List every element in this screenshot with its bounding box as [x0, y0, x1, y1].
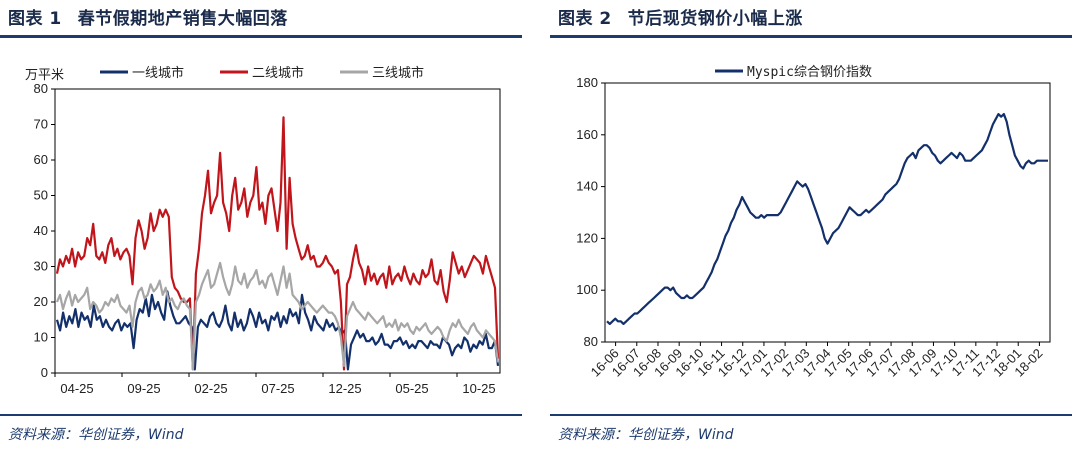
figure-1-panel: 图表 1 春节假期地产销售大幅回落 0 10 20 30 40 50 60 70 80 万平米 04-… [0, 0, 530, 450]
figure-1-title: 图表 1 春节假期地产销售大幅回落 [8, 4, 288, 29]
series-line-1 [55, 116, 500, 371]
figure-1-number: 图表 1 [8, 9, 62, 29]
figure-2-title: 图表 2 节后现货钢价小幅上涨 [558, 4, 803, 29]
x-tick-label: 05-25 [395, 381, 428, 396]
x-tick-label: 02-25 [194, 381, 227, 396]
y-tick-label: 0 [41, 365, 48, 380]
x-tick-label: 12-25 [328, 381, 361, 396]
y-tick-label: 160 [576, 127, 598, 142]
figure-1-title-text: 春节假期地产销售大幅回落 [77, 9, 288, 29]
y-tick-label: 20 [34, 294, 48, 309]
figure-1-source: 资料来源：华创证券，Wind [8, 427, 184, 443]
y-tick-label: 140 [576, 179, 598, 194]
y-tick-label: 50 [34, 188, 48, 203]
y-tick-label: 80 [34, 81, 48, 96]
plot-frame [604, 82, 1051, 343]
figure-2-chart: 8010012014016018016-0616-0716-0816-0916-… [576, 65, 1051, 380]
y-tick-label: 120 [576, 230, 598, 245]
y-tick-label: 70 [34, 117, 48, 132]
figure-1-bottom-rule [0, 414, 522, 416]
x-tick-label: 09-25 [127, 381, 160, 396]
y-tick-label: 80 [584, 334, 598, 349]
legend-label-0: Myspic综合钢价指数 [747, 65, 872, 80]
figure-2-title-text: 节后现货钢价小幅上涨 [627, 9, 803, 29]
y-tick-label: 100 [576, 282, 598, 297]
y-tick-label: 30 [34, 259, 48, 274]
series-line-0 [55, 290, 500, 371]
y-tick-label: 180 [576, 75, 598, 90]
x-tick-label: 10-25 [462, 381, 495, 396]
y-tick-label: 10 [34, 330, 48, 345]
figure-2-source: 资料来源：华创证券，Wind [558, 427, 734, 443]
figure-2-top-rule [550, 35, 1072, 38]
series-line-2 [55, 261, 500, 371]
figure-2-panel: 图表 2 节后现货钢价小幅上涨 80 100 120 140 160 180 16-06 16-… [550, 0, 1080, 450]
legend-label-1: 二线城市 [252, 65, 304, 81]
x-tick-label: 07-25 [261, 381, 294, 396]
y-axis-label: 万平米 [25, 68, 64, 83]
y-tick-label: 40 [34, 223, 48, 238]
y-tick-label: 60 [34, 152, 48, 167]
legend-label-2: 三线城市 [372, 65, 424, 81]
figure-2-bottom-rule [550, 414, 1072, 416]
legend-label-0: 一线城市 [132, 65, 184, 81]
figure-1-top-rule [0, 35, 522, 38]
series-line-0 [606, 112, 1048, 325]
x-tick-label: 04-25 [60, 381, 93, 396]
figure-2-number: 图表 2 [558, 9, 612, 29]
